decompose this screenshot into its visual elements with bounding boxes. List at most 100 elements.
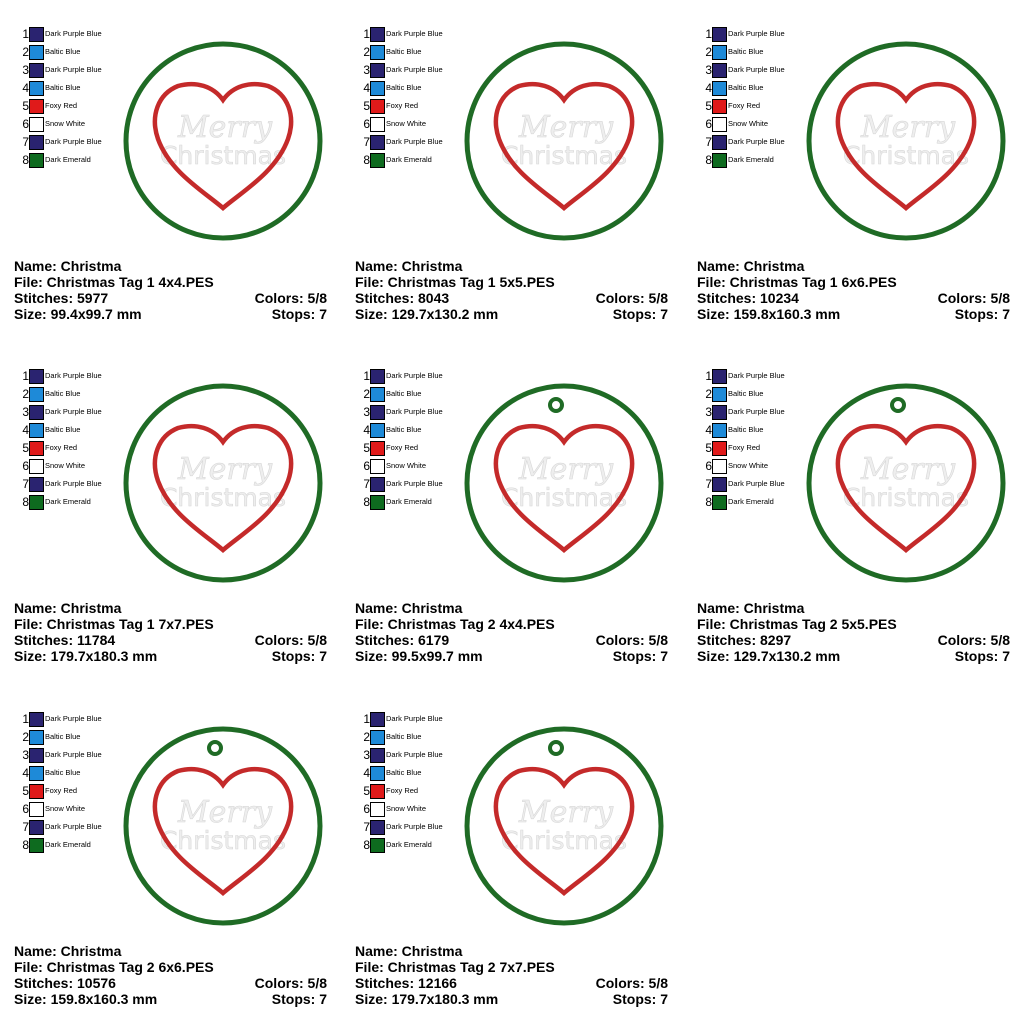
thread-name: Dark Purple Blue (45, 137, 102, 146)
color-swatch (370, 820, 385, 835)
thread-name: Foxy Red (45, 443, 78, 452)
stop-count: Stops: 7 (612, 648, 668, 664)
design-file: File: Christmas Tag 2 4x4.PES (355, 616, 555, 632)
stop-count: Stops: 7 (271, 991, 327, 1007)
color-swatch (370, 135, 385, 150)
palette-number: 1 (22, 712, 29, 726)
thread-name: Dark Purple Blue (386, 29, 443, 38)
stitch-count: Stitches: 11784 (14, 632, 116, 648)
color-swatch (29, 766, 44, 781)
merry-text: Merry (518, 795, 614, 830)
outer-ring (464, 726, 664, 926)
color-swatch (712, 135, 727, 150)
stop-count: Stops: 7 (271, 648, 327, 664)
palette-number: 2 (363, 387, 370, 401)
color-swatch (712, 423, 727, 438)
color-swatch (712, 387, 727, 402)
thread-name: Baltic Blue (45, 425, 81, 434)
stop-count: Stops: 7 (271, 306, 327, 322)
color-swatch (370, 27, 385, 42)
color-swatch (29, 45, 44, 60)
palette-number: 7 (363, 477, 370, 491)
design-size: Size: 99.4x99.7 mm (14, 306, 142, 322)
color-swatch (370, 117, 385, 132)
design-size: Size: 99.5x99.7 mm (355, 648, 483, 664)
thread-name: Dark Purple Blue (45, 714, 102, 723)
design-info: Name: Christma File: Christmas Tag 1 4x4.… (14, 258, 327, 322)
color-swatch (29, 495, 44, 510)
color-swatch (29, 135, 44, 150)
thread-name: Dark Emerald (386, 497, 432, 506)
heart-outline (835, 423, 977, 553)
thread-name: Snow White (728, 461, 769, 470)
christmas-text: Christmas (843, 483, 969, 512)
thread-name: Snow White (386, 461, 427, 470)
design-card: 1 Dark Purple Blue 2 Baltic Blue 3 Dark Purpl… (341, 0, 682, 344)
color-swatch (370, 802, 385, 817)
palette-number: 4 (22, 423, 29, 437)
palette-number: 5 (363, 441, 370, 455)
thread-name: Foxy Red (386, 443, 419, 452)
color-swatch (370, 459, 385, 474)
palette-number: 6 (705, 117, 712, 131)
design-card: 1 Dark Purple Blue 2 Baltic Blue 3 Dark Purpl… (683, 342, 1024, 686)
thread-name: Dark Emerald (386, 155, 432, 164)
palette-number: 1 (363, 27, 370, 41)
color-swatch (370, 153, 385, 168)
hanging-loop (548, 740, 564, 756)
palette-number: 2 (363, 730, 370, 744)
design-card: 1 Dark Purple Blue 2 Baltic Blue 3 Dark Purpl… (0, 0, 341, 344)
outer-ring (123, 726, 323, 926)
palette-number: 1 (22, 369, 29, 383)
color-swatch (29, 117, 44, 132)
merry-text: Merry (860, 110, 956, 145)
color-count: Colors: 5/8 (937, 290, 1010, 306)
color-swatch (370, 784, 385, 799)
design-name: Name: Christma (355, 600, 463, 616)
thread-name: Baltic Blue (45, 732, 81, 741)
design-size: Size: 179.7x180.3 mm (355, 991, 499, 1007)
heart-outline (835, 81, 977, 211)
palette-number: 1 (705, 369, 712, 383)
thread-name: Dark Purple Blue (728, 65, 785, 74)
merry-text: Merry (518, 452, 614, 487)
color-swatch (712, 369, 727, 384)
design-name: Name: Christma (355, 258, 463, 274)
palette-number: 8 (363, 838, 370, 852)
color-swatch (29, 81, 44, 96)
merry-text: Merry (177, 795, 273, 830)
color-swatch (370, 405, 385, 420)
thread-name: Baltic Blue (45, 768, 81, 777)
color-swatch (712, 117, 727, 132)
outer-ring (806, 383, 1006, 583)
color-swatch (370, 730, 385, 745)
palette-number: 5 (22, 441, 29, 455)
color-swatch (29, 153, 44, 168)
palette-number: 3 (363, 748, 370, 762)
palette-number: 2 (705, 45, 712, 59)
design-name: Name: Christma (14, 943, 122, 959)
palette-number: 5 (363, 99, 370, 113)
palette-number: 3 (22, 63, 29, 77)
palette-number: 2 (22, 45, 29, 59)
merry-text: Merry (518, 110, 614, 145)
palette-number: 4 (363, 766, 370, 780)
stop-count: Stops: 7 (954, 648, 1010, 664)
thread-name: Dark Purple Blue (728, 29, 785, 38)
palette-number: 5 (705, 441, 712, 455)
outer-ring (123, 383, 323, 583)
design-file: File: Christmas Tag 2 5x5.PES (697, 616, 897, 632)
color-swatch (29, 99, 44, 114)
thread-name: Dark Purple Blue (728, 371, 785, 380)
color-count: Colors: 5/8 (254, 290, 327, 306)
thread-name: Dark Purple Blue (45, 371, 102, 380)
thread-name: Dark Purple Blue (728, 407, 785, 416)
thread-name: Dark Purple Blue (45, 407, 102, 416)
color-swatch (29, 459, 44, 474)
